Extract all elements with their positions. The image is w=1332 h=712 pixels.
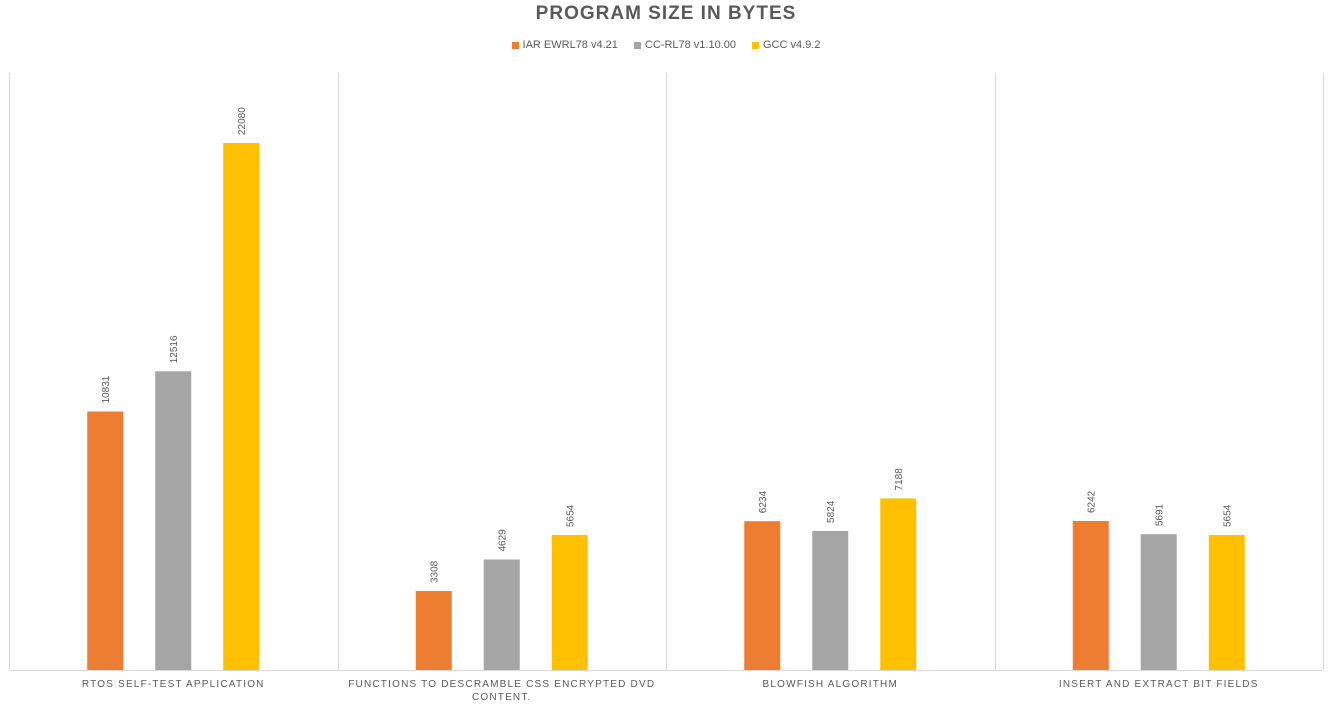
data-label: 5654 bbox=[565, 504, 576, 527]
data-label: 5824 bbox=[826, 500, 837, 523]
legend: IAR EWRL78 v4.21 CC-RL78 v1.10.00 GCC v4… bbox=[0, 39, 1332, 51]
legend-item-ccrl: CC-RL78 v1.10.00 bbox=[633, 39, 736, 51]
data-label: 6242 bbox=[1086, 490, 1097, 513]
bar bbox=[87, 411, 124, 670]
bar bbox=[1140, 534, 1177, 670]
data-label: 6234 bbox=[758, 491, 769, 514]
bar bbox=[483, 559, 520, 670]
bar bbox=[155, 371, 192, 670]
data-label: 10831 bbox=[101, 375, 112, 403]
legend-label-gcc: GCC v4.9.2 bbox=[763, 39, 821, 51]
category-label: INSERT AND EXTRACT BIT FIELDS bbox=[1059, 679, 1259, 690]
legend-label-iar: IAR EWRL78 v4.21 bbox=[522, 39, 618, 51]
chart-title: PROGRAM SIZE IN BYTES bbox=[535, 3, 797, 24]
bar bbox=[880, 498, 917, 670]
data-label: 7188 bbox=[894, 468, 905, 491]
data-label: 3308 bbox=[429, 560, 440, 583]
category-label: CONTENT. bbox=[472, 692, 532, 703]
data-label: 5691 bbox=[1154, 503, 1165, 526]
bar bbox=[744, 521, 781, 670]
legend-label-ccrl: CC-RL78 v1.10.00 bbox=[644, 39, 736, 51]
legend-swatch-ccrl bbox=[633, 41, 641, 49]
category-label: BLOWFISH ALGORITHM bbox=[762, 679, 898, 690]
legend-item-gcc: GCC v4.9.2 bbox=[752, 39, 820, 51]
data-label: 12516 bbox=[169, 335, 180, 363]
bar bbox=[1208, 535, 1245, 670]
bar bbox=[223, 143, 260, 670]
legend-item-iar: IAR EWRL78 v4.21 bbox=[511, 39, 618, 51]
data-label: 5654 bbox=[1222, 504, 1233, 527]
bar bbox=[415, 591, 452, 670]
bar bbox=[1072, 521, 1109, 670]
legend-swatch-gcc bbox=[752, 41, 759, 49]
category-label: FUNCTIONS TO DESCRAMBLE CSS ENCRYPTED DV… bbox=[348, 679, 655, 690]
data-label: 22080 bbox=[237, 107, 248, 135]
data-label: 4629 bbox=[497, 529, 508, 552]
bar bbox=[551, 535, 588, 670]
legend-swatch-iar bbox=[511, 41, 519, 49]
bar bbox=[812, 530, 849, 670]
category-label: RTOS SELF-TEST APPLICATION bbox=[82, 679, 265, 690]
